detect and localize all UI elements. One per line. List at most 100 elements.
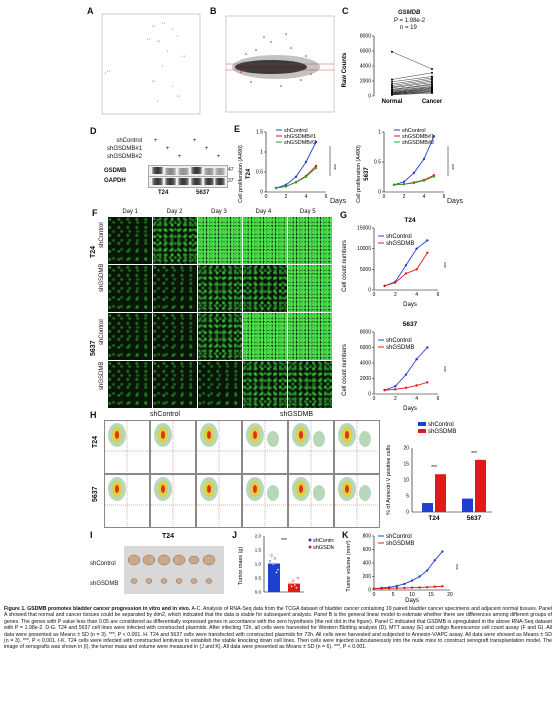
y-tick-label: 0	[368, 392, 371, 398]
y-tick-label: 8000	[360, 330, 371, 336]
legend-label: shControl	[386, 338, 412, 344]
data-point	[431, 83, 433, 86]
y-tick-label: 1.5	[256, 130, 263, 136]
flow-density	[243, 475, 287, 527]
x-tick-label: Cancer	[422, 99, 443, 105]
sign: +	[192, 138, 197, 144]
flow-plot	[334, 420, 380, 474]
svg-text:▪ ▪: ▪ ▪	[107, 69, 110, 73]
panel-a-plot: ▪ ▪▪ ▪ ▪▪ ▪▪ ▪ ▪ ▪ ▪▪ ▪▪ ▪▪ ▪ ▪▪▪ ▪▪	[101, 13, 201, 115]
panel-label-f: F	[92, 208, 98, 218]
x-tick-label: 0	[265, 194, 268, 200]
panel-f-group: shGSDMB	[99, 263, 105, 292]
legend-label: shControl	[402, 128, 426, 134]
legend-label: shGSDMB#1	[284, 134, 316, 140]
y-tick-label: 20	[403, 446, 409, 452]
micrograph-tile	[288, 313, 332, 360]
micrograph-tile	[108, 265, 152, 312]
x-tick-label: Normal	[382, 99, 403, 105]
data-point	[391, 83, 393, 85]
x-tick-label: 0	[383, 194, 386, 200]
x-tick-label: 4	[305, 194, 308, 200]
data-point	[431, 80, 433, 82]
micrograph-tile	[288, 217, 332, 264]
day-label: Day 1	[122, 209, 139, 215]
flow-cloud	[267, 485, 279, 501]
x-tick-label: 4	[415, 396, 418, 402]
data-point	[274, 186, 278, 190]
data-point	[431, 92, 433, 94]
data-point	[394, 281, 397, 284]
panel-c-n: n = 19	[400, 25, 417, 31]
data-point	[275, 571, 278, 574]
day-label: Day 5	[299, 209, 316, 215]
flow-cloud	[161, 485, 165, 493]
svg-text:▪ ▪: ▪ ▪	[177, 94, 180, 98]
data-point	[426, 381, 429, 384]
data-point	[272, 562, 275, 566]
svg-text:▪: ▪	[162, 64, 163, 68]
day-label: Day 2	[166, 209, 183, 215]
flow-cloud	[115, 431, 119, 439]
blot-gapdh	[148, 176, 228, 188]
micrograph-tile	[243, 265, 287, 312]
data-point	[391, 84, 393, 87]
series-line	[384, 252, 428, 287]
x-tick-label: 6	[437, 396, 440, 402]
figure-caption: Figure 1. GSDMB promotes bladder cancer …	[4, 606, 552, 651]
data-point	[294, 175, 298, 178]
blot-band	[165, 178, 176, 185]
svg-text:▪ ▪: ▪ ▪	[152, 79, 155, 83]
pair-line	[391, 91, 433, 95]
data-point	[415, 268, 418, 271]
sig-stars: ***	[281, 538, 287, 544]
data-point	[304, 160, 308, 164]
caption-title: Figure 1. GSDMB promotes bladder cancer …	[4, 606, 191, 612]
x-tick-label: 2	[403, 194, 406, 200]
data-point	[402, 180, 406, 183]
svg-text:▪ ▪: ▪ ▪	[157, 39, 160, 43]
flow-density	[105, 475, 149, 527]
flow-plot	[196, 420, 242, 474]
panel-c-pvalue: P = 1.98e-2	[394, 18, 426, 24]
y-tick-label: 2.0	[255, 534, 262, 539]
pair-line	[391, 88, 433, 93]
y-axis-label: Raw Counts	[342, 52, 348, 87]
y-tick-label: 0	[368, 588, 371, 594]
blot-cell-5637: 5637	[196, 190, 210, 196]
data-point	[418, 586, 421, 589]
chart-cell-title: T24	[246, 168, 252, 179]
day-label: Day 3	[211, 209, 227, 215]
x-tick-label: 0	[373, 396, 376, 402]
flow-cloud	[299, 431, 303, 439]
flow-plot	[288, 420, 334, 474]
panel-c-title: GSMDB	[398, 10, 421, 16]
caption-body-2: D-G. T24 and 5637 cell lines were infect…	[4, 625, 552, 651]
legend-label: shGSDMB	[428, 429, 456, 435]
x-tick-label: 5637	[467, 515, 482, 522]
panel-f-group: shGSDMB	[99, 361, 105, 390]
data-point	[394, 388, 397, 391]
micrograph-tile	[153, 361, 197, 408]
y-tick-label: 15000	[357, 226, 371, 232]
panel-i-title: T24	[162, 533, 175, 540]
svg-text:▪: ▪	[167, 49, 168, 53]
panel-b-plot	[225, 15, 335, 113]
bar	[435, 474, 446, 512]
data-point	[296, 576, 300, 580]
flow-density	[151, 421, 195, 473]
y-tick-label: 4000	[360, 64, 371, 70]
y-axis-label: Tumor volume (mm³)	[346, 540, 352, 591]
flow-cloud	[267, 431, 279, 447]
blot-band	[152, 178, 163, 185]
panel-f-group: shControl	[99, 222, 105, 248]
flow-density	[289, 475, 333, 527]
micrograph-tile	[108, 313, 152, 360]
data-point	[391, 80, 393, 83]
pair-line	[391, 80, 433, 88]
data-point	[412, 181, 416, 185]
flow-cloud	[207, 485, 211, 493]
svg-text:▪: ▪	[157, 99, 158, 103]
y-tick-label: 6000	[360, 49, 371, 55]
data-point	[431, 78, 433, 81]
